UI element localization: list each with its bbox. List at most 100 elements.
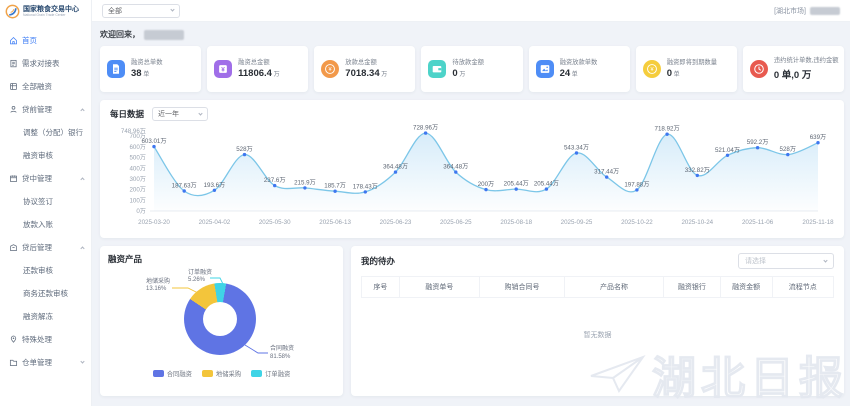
svg-text:300万: 300万 — [129, 176, 146, 183]
sidebar-item[interactable]: 融资审核 — [0, 144, 91, 167]
sidebar-item-label: 贷后管理 — [22, 243, 52, 252]
brand: 国家粮食交易中心 National Grain Trade Center — [0, 0, 91, 22]
stat-card: ¥ 放款总金额 7018.34 万 — [314, 46, 416, 92]
svg-text:5.26%: 5.26% — [188, 277, 206, 283]
svg-text:205.44万: 205.44万 — [534, 181, 559, 188]
daily-data-card: 每日数据 近一年 0万 100万 200万 300万 400万 500万 600万 700万 7… — [100, 100, 844, 238]
stat-card: 待放款金额 0 万 — [421, 46, 523, 92]
legend-item[interactable]: 订单融资 — [251, 369, 290, 378]
stat-value: 0 单 — [666, 68, 680, 80]
sidebar-item[interactable]: 首页 — [0, 29, 91, 52]
stat-title: 融资总单数 — [131, 58, 163, 66]
sidebar-item[interactable]: 贷后管理 — [0, 236, 91, 259]
user-region-label: [湖北市场] — [774, 7, 806, 15]
post-loan-icon — [9, 243, 18, 252]
legend-swatch — [152, 370, 164, 377]
chevron-up-icon — [80, 177, 85, 182]
range-select-value: 近一年 — [158, 111, 180, 118]
svg-text:237.6万: 237.6万 — [264, 177, 286, 184]
todo-empty-state: 暂无数据 — [583, 332, 612, 339]
svg-text:205.44万: 205.44万 — [504, 181, 529, 188]
market-select-value: 全部 — [108, 7, 122, 15]
chevron-down-icon — [170, 7, 175, 12]
todo-filter-select[interactable]: 请选择 — [738, 253, 834, 269]
chevron-down-icon — [823, 257, 828, 263]
svg-text:2025-03-20: 2025-03-20 — [138, 219, 170, 226]
sidebar-item[interactable]: 放款入账 — [0, 213, 91, 236]
redacted-username — [810, 6, 840, 15]
svg-text:718.92万: 718.92万 — [655, 126, 680, 133]
todo-card: 我的待办 请选择 序号 融资单号 购销合同号 产品名称 融资银行 融资金额 流程节点 暂无数… — [351, 246, 844, 396]
svg-text:197.88万: 197.88万 — [624, 181, 649, 188]
sidebar-item[interactable]: 商务还款审核 — [0, 282, 91, 305]
sidebar-menu: 首页需求对接表全部融资贷前管理调整（分配）银行融资审核 贷中管理 协议签订放款入账贷… — [0, 22, 91, 374]
todo-filter-placeholder: 请选择 — [745, 258, 766, 265]
svg-text:2025-10-24: 2025-10-24 — [681, 219, 713, 226]
svg-text:2025-06-25: 2025-06-25 — [440, 219, 472, 226]
sidebar-item[interactable]: 贷中管理 — [0, 167, 91, 190]
svg-text:728.96万: 728.96万 — [413, 125, 438, 132]
svg-text:地储采购: 地储采购 — [146, 277, 170, 285]
todo-column-header: 流程节点 — [771, 276, 835, 298]
coin-icon: ¥ — [642, 60, 661, 78]
todo-column-header: 序号 — [361, 276, 400, 298]
brand-subtitle: National Grain Trade Center — [23, 12, 66, 17]
legend-swatch — [251, 370, 263, 377]
svg-text:¥: ¥ — [221, 67, 225, 74]
stat-title: 融资即将到期数量 — [666, 58, 718, 66]
stat-value: 7018.34 万 — [345, 68, 388, 80]
sidebar-item[interactable]: 需求对接表 — [0, 52, 91, 75]
svg-text:2025-10-22: 2025-10-22 — [621, 219, 653, 226]
legend-item[interactable]: 地储采购 — [201, 369, 241, 378]
svg-text:13.16%: 13.16% — [146, 286, 167, 292]
sidebar-item-label: 商务还款审核 — [23, 289, 68, 298]
stat-title: 违约统计单数,违约金额 — [773, 57, 839, 65]
svg-text:543.34万: 543.34万 — [564, 145, 589, 152]
sidebar-item-label: 特殊处理 — [22, 335, 52, 344]
sidebar-item[interactable]: 全部融资 — [0, 75, 91, 98]
legend-item[interactable]: 合同融资 — [152, 369, 192, 378]
sidebar-item-label: 放款入账 — [23, 220, 53, 229]
svg-text:364.48万: 364.48万 — [443, 164, 468, 171]
chevron-up-icon — [80, 108, 85, 113]
todo-title: 我的待办 — [361, 256, 396, 266]
svg-text:2025-05-30: 2025-05-30 — [259, 219, 291, 226]
sidebar-item[interactable]: 还款审核 — [0, 259, 91, 282]
stat-title: 融资总金额 — [238, 58, 270, 66]
svg-text:317.44万: 317.44万 — [594, 169, 619, 176]
home-icon — [9, 36, 18, 45]
stat-card: 融资总单数 38 单 — [100, 46, 202, 92]
sidebar-item-label: 调整（分配）银行 — [23, 128, 83, 137]
sidebar-item[interactable]: 融资解冻 — [0, 305, 91, 328]
sidebar-item[interactable]: 特殊处理 — [0, 328, 91, 351]
sidebar-item-label: 首页 — [22, 36, 37, 45]
sidebar-item[interactable]: 协议签订 — [0, 190, 91, 213]
mid-loan-icon — [9, 174, 18, 183]
market-select[interactable]: 全部 — [102, 3, 180, 18]
svg-text:0万: 0万 — [136, 208, 146, 215]
sidebar-item[interactable]: 调整（分配）银行 — [0, 121, 91, 144]
warehouse-icon — [9, 358, 18, 367]
svg-text:81.58%: 81.58% — [270, 354, 291, 360]
sidebar-item[interactable]: 贷前管理 — [0, 98, 91, 121]
stat-title: 融资放款单数 — [559, 58, 598, 66]
svg-text:2025-04-02: 2025-04-02 — [199, 219, 231, 226]
todo-column-header: 融资银行 — [663, 276, 721, 298]
todo-column-header: 购销合同号 — [478, 276, 565, 298]
svg-text:178.43万: 178.43万 — [353, 183, 378, 190]
range-select[interactable]: 近一年 — [152, 107, 209, 121]
svg-text:528万: 528万 — [780, 146, 797, 153]
sidebar-item[interactable]: 仓单管理 — [0, 351, 91, 374]
svg-text:2025-06-23: 2025-06-23 — [380, 219, 412, 226]
special-icon — [9, 335, 18, 344]
welcome-row: 欢迎回来， — [100, 29, 844, 40]
stat-value: 11806.4 万 — [238, 68, 280, 80]
svg-text:合同融资: 合同融资 — [270, 344, 294, 352]
svg-text:2025-08-18: 2025-08-18 — [500, 219, 532, 226]
stat-card: ¥ 融资即将到期数量 0 单 — [635, 46, 737, 92]
brand-logo-icon — [5, 4, 20, 19]
svg-text:215.9万: 215.9万 — [294, 179, 316, 186]
all-finance-icon — [9, 82, 18, 91]
sidebar-item-label: 全部融资 — [22, 82, 52, 91]
stat-value: 38 单 — [131, 68, 150, 80]
